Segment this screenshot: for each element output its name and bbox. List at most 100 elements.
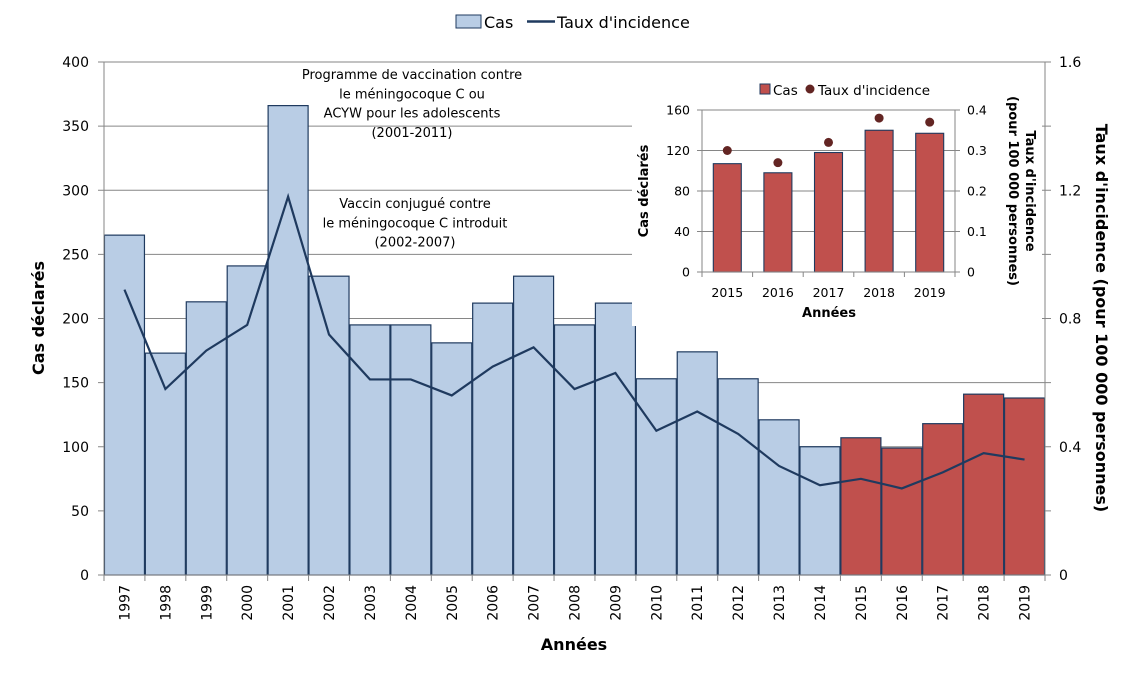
main-y-tick-labels: 0 50 100 150 200 250 300 350 400 <box>62 55 89 584</box>
inset-incidence-dot <box>874 113 884 123</box>
main-bar <box>922 423 964 576</box>
main-y-tick-label: 50 <box>71 504 89 520</box>
main-x-tick-label: 2001 <box>281 585 297 621</box>
main-x-tick-label: 2009 <box>608 585 624 621</box>
main-x-tick-labels: 1997 1998 1999 2000 2001 2002 2003 2004 2005 2006… <box>117 585 1033 621</box>
main-x-tick-label: 2004 <box>404 585 420 621</box>
inset-y-tick-label: 160 <box>666 103 690 118</box>
main-y2-tick-label: 1.2 <box>1059 183 1081 199</box>
main-bar <box>963 393 1005 576</box>
annotation-line: ACYW pour les adolescents <box>324 107 501 122</box>
inset-y-axis-title: Cas déclarés <box>637 144 652 237</box>
inset-x-tick-labels: 2015 2016 2017 2018 2019 <box>711 285 945 300</box>
main-y-tick-label: 150 <box>62 376 89 392</box>
main-y-tick-label: 350 <box>62 119 89 135</box>
main-x-tick-label: 2006 <box>486 585 502 621</box>
main-bar <box>717 378 759 576</box>
main-bar <box>676 351 718 576</box>
annotation-line: Programme de vaccination contre <box>302 68 522 83</box>
main-y2-tick-label: 0.4 <box>1059 440 1081 456</box>
legend-label-cas: Cas <box>484 13 513 32</box>
inset-y2-tick-label: 0.1 <box>967 224 987 239</box>
main-y-tick-label: 250 <box>62 247 89 263</box>
main-bar <box>472 302 514 576</box>
main-bar <box>185 301 227 576</box>
main-y2-tick-label: 1.6 <box>1059 55 1081 71</box>
annotation-line: le méningocoque C ou <box>339 87 485 102</box>
main-x-tick-label: 2019 <box>1018 585 1034 621</box>
main-x-tick-label: 2012 <box>731 585 747 621</box>
inset-y-tick-label: 120 <box>666 143 690 158</box>
main-bar <box>226 265 268 576</box>
main-x-tick-label: 1997 <box>117 585 133 621</box>
main-bar <box>1003 397 1046 576</box>
inset-bar <box>864 129 894 273</box>
main-bar <box>799 446 841 576</box>
inset-x-tick-label: 2015 <box>711 285 743 300</box>
inset-legend-swatch-taux <box>805 84 815 94</box>
main-x-axis-title: Années <box>541 635 607 654</box>
inset-x-tick-label: 2017 <box>813 285 845 300</box>
main-x-tick-label: 1998 <box>158 585 174 621</box>
main-bar <box>758 419 800 576</box>
main-bar <box>840 437 882 576</box>
main-bar <box>103 234 146 576</box>
main-x-tick-label: 2008 <box>568 585 584 621</box>
main-y-tick-label: 300 <box>62 183 89 199</box>
annotation-line: (2002-2007) <box>374 236 455 251</box>
annotation-line: le méningocoque C introduit <box>323 216 508 231</box>
main-y2-tick-labels: 0 0.4 0.8 1.2 1.6 <box>1059 55 1081 584</box>
main-bar <box>390 324 432 576</box>
main-y2-tick-label: 0 <box>1059 568 1068 584</box>
inset-bars <box>712 129 945 273</box>
main-x-tick-label: 2018 <box>977 585 993 621</box>
main-x-tick-label: 2016 <box>895 585 911 621</box>
inset-incidence-dot <box>925 117 935 127</box>
main-incidence-polyline <box>123 192 1025 490</box>
inset-legend-label-taux: Taux d'incidence <box>817 83 930 99</box>
inset-y2-tick-label: 0.4 <box>967 103 987 118</box>
annotation-conjugate-vaccine: Vaccin conjugué contre le méningocoque C … <box>323 197 508 251</box>
main-x-tick-label: 2013 <box>772 585 788 621</box>
main-bar <box>881 447 923 576</box>
inset-bar <box>712 163 742 273</box>
inset-y2-tick-label: 0.2 <box>967 184 987 199</box>
main-y2-axis-title: Taux d'incidence (pour 100 000 personnes… <box>1092 124 1111 512</box>
inset-y2-tick-label: 0.3 <box>967 143 987 158</box>
inset-y2-tick-labels: 0 0.1 0.2 0.3 0.4 <box>967 103 987 280</box>
main-legend: Cas Taux d'incidence <box>455 13 690 32</box>
inset-legend-swatch-cas <box>759 83 771 95</box>
inset-incidence-dot <box>773 158 783 168</box>
main-y-tick-label: 0 <box>80 568 89 584</box>
main-y-tick-label: 100 <box>62 440 89 456</box>
inset-incidence-dot <box>824 137 833 147</box>
inset-bar <box>763 172 793 273</box>
main-x-tick-label: 2002 <box>322 585 338 621</box>
annotation-line: (2001-2011) <box>371 126 452 141</box>
inset-incidence-dot <box>722 146 732 155</box>
main-bar <box>349 324 391 576</box>
main-x-tick-label: 2005 <box>445 585 461 621</box>
main-bar <box>553 324 596 576</box>
main-x-tick-label: 2015 <box>854 585 870 621</box>
main-x-tick-label: 2007 <box>527 585 543 621</box>
inset-x-tick-label: 2016 <box>762 285 794 300</box>
legend-swatch-cas <box>455 14 482 29</box>
main-y-tick-label: 200 <box>62 312 89 328</box>
main-bar <box>594 302 637 576</box>
main-bar <box>431 342 473 576</box>
main-x-tick-label: 1999 <box>199 585 215 621</box>
inset-axes <box>697 109 960 277</box>
main-y2-tick-label: 0.8 <box>1059 312 1081 328</box>
inset-incidence-dots <box>722 113 935 168</box>
main-y-axis-title: Cas déclarés <box>29 261 48 375</box>
inset-x-tick-label: 2018 <box>863 285 895 300</box>
main-x-tick-label: 2003 <box>363 585 379 621</box>
inset-y2-axis-title-line1: Taux d'incidence <box>1022 130 1037 251</box>
main-x-tick-label: 2010 <box>649 585 665 621</box>
main-incidence-line <box>123 192 1025 490</box>
inset-x-tick-label: 2019 <box>914 285 946 300</box>
annotation-line: Vaccin conjugué contre <box>339 197 490 212</box>
main-bars <box>103 105 1046 576</box>
